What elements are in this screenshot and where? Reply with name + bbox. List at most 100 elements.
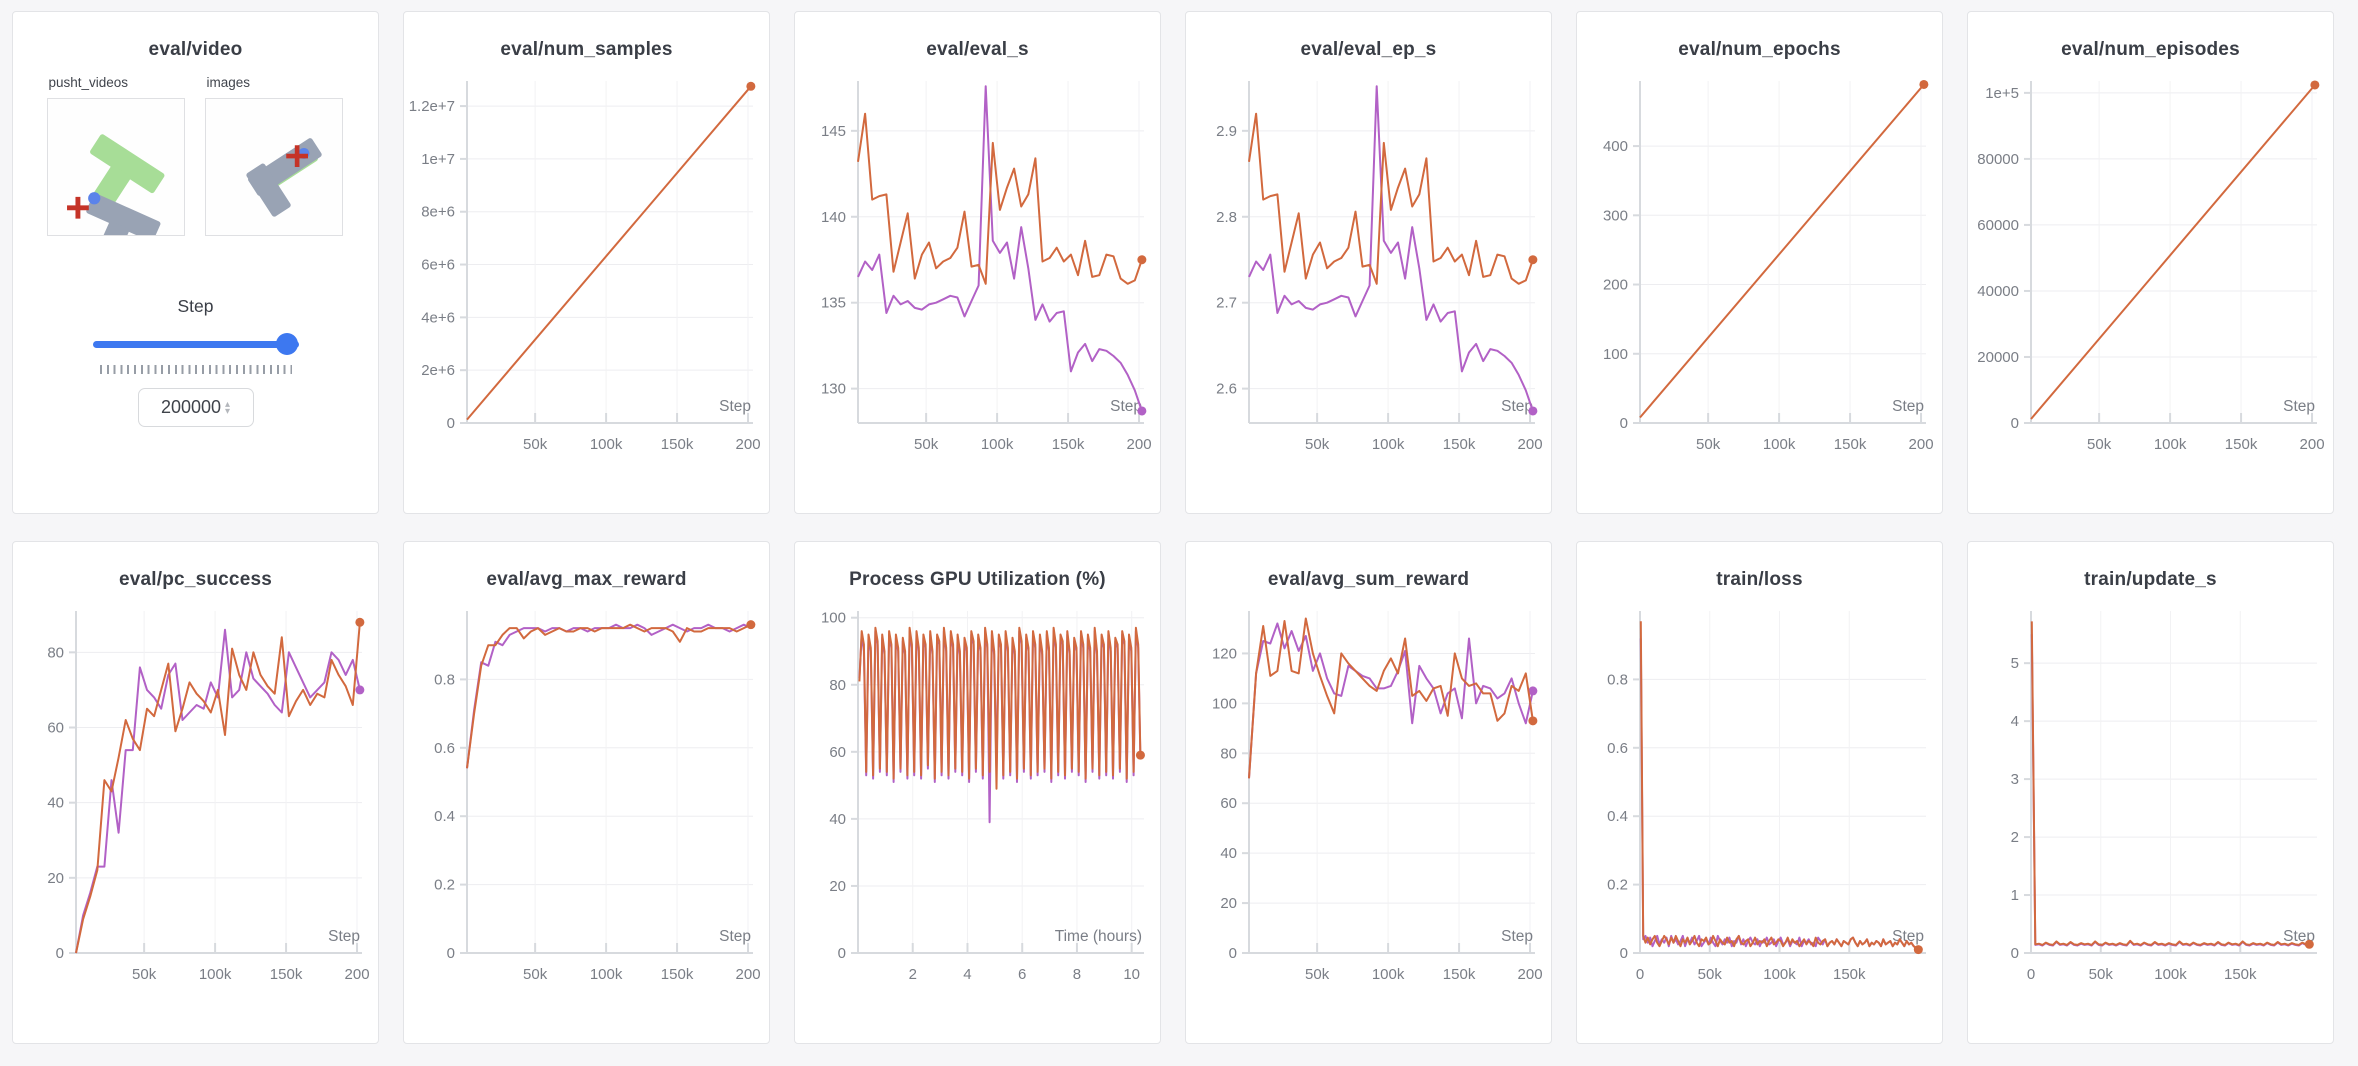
y-tick-label: 2.9 bbox=[1216, 123, 1237, 140]
step-value: 200000 bbox=[160, 397, 222, 417]
y-tick-label: 100 bbox=[1212, 695, 1237, 712]
video-panel[interactable]: eval/video pusht_videos bbox=[12, 11, 379, 514]
y-tick-label: 80 bbox=[829, 677, 846, 694]
x-tick-label: 200 bbox=[1518, 966, 1543, 983]
chart-panel[interactable]: train/update_s 0 1 2 3 4 5 0 50k 100k 150k Step bbox=[1967, 541, 2334, 1044]
chart-title: eval/num_samples bbox=[500, 39, 673, 60]
series-line-run-purple bbox=[75, 628, 361, 954]
media-label: pusht_videos bbox=[48, 75, 129, 90]
number-spinner[interactable]: ▴ ▾ bbox=[225, 398, 231, 417]
y-tick-label: 1e+7 bbox=[421, 151, 455, 168]
slider-track[interactable] bbox=[92, 341, 299, 348]
chart-plot-area[interactable]: 0 20 40 60 80 100 2 4 6 8 10 Time (hours) bbox=[800, 603, 1155, 1005]
chart-panel[interactable]: eval/eval_s 130 135 140 145 50k 100k 150k 200 St… bbox=[794, 11, 1161, 514]
series-line-run-orange bbox=[2030, 621, 2310, 946]
x-tick-label: 150k bbox=[661, 436, 694, 453]
chart-panel[interactable]: eval/num_samples 0 2e+6 4e+6 6e+6 8e+6 1e+7 1.… bbox=[403, 11, 770, 514]
x-tick-label: 6 bbox=[1018, 966, 1026, 983]
chart-plot-area[interactable]: 2.6 2.7 2.8 2.9 50k 100k 150k 200 Step bbox=[1191, 73, 1546, 475]
chart-plot-area[interactable]: 0 0.2 0.4 0.6 0.8 50k 100k 150k 200 Step bbox=[409, 603, 764, 1005]
y-tick-label: 120 bbox=[1212, 645, 1237, 662]
media-item-images: images bbox=[204, 75, 345, 236]
x-tick-label: 100k bbox=[1763, 436, 1796, 453]
x-tick-label: 100k bbox=[2154, 966, 2187, 983]
x-axis-label: Step bbox=[719, 928, 751, 945]
chart-plot-area[interactable]: 0 20 40 60 80 50k 100k 150k 200 Step bbox=[18, 603, 373, 1005]
chart-panel[interactable]: Process GPU Utilization (%) 0 20 40 60 80 100… bbox=[794, 541, 1161, 1044]
x-tick-label: 150k bbox=[1833, 966, 1866, 983]
chart-panel[interactable]: eval/num_episodes 0 20000 40000 60000 80000 1… bbox=[1967, 11, 2334, 514]
y-tick-label: 6e+6 bbox=[421, 257, 455, 274]
chart-title: eval/num_episodes bbox=[2061, 39, 2240, 60]
chart-panel[interactable]: train/loss 0 0.2 0.4 0.6 0.8 0 50k 100k 150k Step bbox=[1576, 541, 1943, 1044]
x-tick-label: 150k bbox=[1443, 966, 1476, 983]
chart-title: eval/eval_s bbox=[926, 39, 1029, 60]
slider-handle[interactable] bbox=[275, 333, 298, 355]
chart-plot-area[interactable]: 130 135 140 145 50k 100k 150k 200 Step bbox=[800, 73, 1155, 475]
x-tick-label: 150k bbox=[2224, 966, 2257, 983]
y-tick-label: 8e+6 bbox=[421, 204, 455, 221]
step-slider[interactable] bbox=[92, 333, 299, 363]
x-axis-label: Step bbox=[2283, 398, 2315, 415]
x-tick-label: 50k bbox=[1305, 436, 1330, 453]
series-end-dot-run-orange bbox=[1135, 750, 1145, 760]
spinner-down-icon[interactable]: ▾ bbox=[225, 405, 231, 417]
chart-title: Process GPU Utilization (%) bbox=[849, 569, 1106, 590]
series-line-run-purple bbox=[1248, 85, 1534, 412]
x-tick-label: 100k bbox=[1763, 966, 1796, 983]
pusht-video-thumbnail[interactable] bbox=[46, 98, 185, 266]
x-tick-label: 100k bbox=[981, 436, 1014, 453]
images-thumbnail[interactable] bbox=[204, 98, 343, 236]
chart-panel[interactable]: eval/avg_sum_reward 0 20 40 60 80 100 120 50k 10… bbox=[1185, 541, 1552, 1044]
series-line-run-orange bbox=[2030, 84, 2316, 420]
series-line-run-purple bbox=[857, 85, 1143, 412]
y-tick-label: 60 bbox=[1220, 795, 1237, 812]
y-tick-label: 0 bbox=[1620, 415, 1628, 432]
x-tick-label: 50k bbox=[2087, 436, 2112, 453]
series-end-dot-run-purple bbox=[355, 685, 365, 695]
y-tick-label: 4e+6 bbox=[421, 309, 455, 326]
y-tick-label: 80 bbox=[1220, 745, 1237, 762]
chart-plot-area[interactable]: 0 20 40 60 80 100 120 50k 100k 150k 200 Step bbox=[1191, 603, 1546, 1005]
series-end-dot-run-orange bbox=[1137, 255, 1147, 265]
x-tick-label: 150k bbox=[1443, 436, 1476, 453]
y-tick-label: 145 bbox=[821, 123, 846, 140]
chart-panel[interactable]: eval/num_epochs 0 100 200 300 400 50k 100k 150k… bbox=[1576, 11, 1943, 514]
y-tick-label: 2.6 bbox=[1216, 381, 1237, 398]
series-end-dot-run-orange bbox=[1528, 255, 1538, 265]
x-tick-label: 200 bbox=[736, 436, 761, 453]
y-tick-label: 0 bbox=[1229, 945, 1237, 962]
chart-panel[interactable]: eval/eval_ep_s 2.6 2.7 2.8 2.9 50k 100k 150k 20… bbox=[1185, 11, 1552, 514]
y-tick-label: 80000 bbox=[1977, 151, 2019, 168]
spinner-up-icon[interactable]: ▴ bbox=[225, 398, 231, 410]
x-tick-label: 50k bbox=[523, 966, 548, 983]
y-tick-label: 0 bbox=[1620, 945, 1628, 962]
y-tick-label: 0 bbox=[2011, 415, 2019, 432]
chart-panel[interactable]: eval/pc_success 0 20 40 60 80 50k 100k 150k 200 S… bbox=[12, 541, 379, 1044]
y-tick-label: 100 bbox=[821, 610, 846, 627]
chart-title: eval/num_epochs bbox=[1678, 39, 1841, 60]
y-tick-label: 0 bbox=[447, 945, 455, 962]
chart-title: eval/eval_ep_s bbox=[1300, 39, 1437, 60]
chart-panel[interactable]: eval/avg_max_reward 0 0.2 0.4 0.6 0.8 50k 100k… bbox=[403, 541, 770, 1044]
y-tick-label: 40 bbox=[829, 811, 846, 828]
x-tick-label: 100k bbox=[1372, 436, 1405, 453]
chart-title: train/loss bbox=[1716, 569, 1803, 590]
y-tick-label: 60000 bbox=[1977, 217, 2019, 234]
series-end-dot-run-purple bbox=[1528, 686, 1538, 696]
gray-t-block bbox=[245, 138, 322, 217]
chart-plot-area[interactable]: 0 100 200 300 400 50k 100k 150k 200 Step bbox=[1582, 73, 1937, 475]
y-tick-label: 20 bbox=[1220, 895, 1237, 912]
y-tick-label: 2 bbox=[2011, 829, 2019, 846]
chart-plot-area[interactable]: 0 20000 40000 60000 80000 1e+5 50k 100k 150k 200 S… bbox=[1973, 73, 2328, 475]
series-end-dot-run-orange bbox=[2310, 80, 2320, 90]
step-number-input[interactable]: 200000 ▴ ▾ bbox=[137, 388, 254, 427]
y-tick-label: 40 bbox=[47, 795, 64, 812]
pusht-scene-image bbox=[245, 138, 322, 217]
chart-plot-area[interactable]: 0 2e+6 4e+6 6e+6 8e+6 1e+7 1.2e+7 50k 100k 150k 20… bbox=[409, 73, 764, 475]
x-tick-label: 200 bbox=[1909, 436, 1934, 453]
series-end-dot-run-orange bbox=[1919, 79, 1929, 89]
x-tick-label: 200 bbox=[345, 966, 370, 983]
